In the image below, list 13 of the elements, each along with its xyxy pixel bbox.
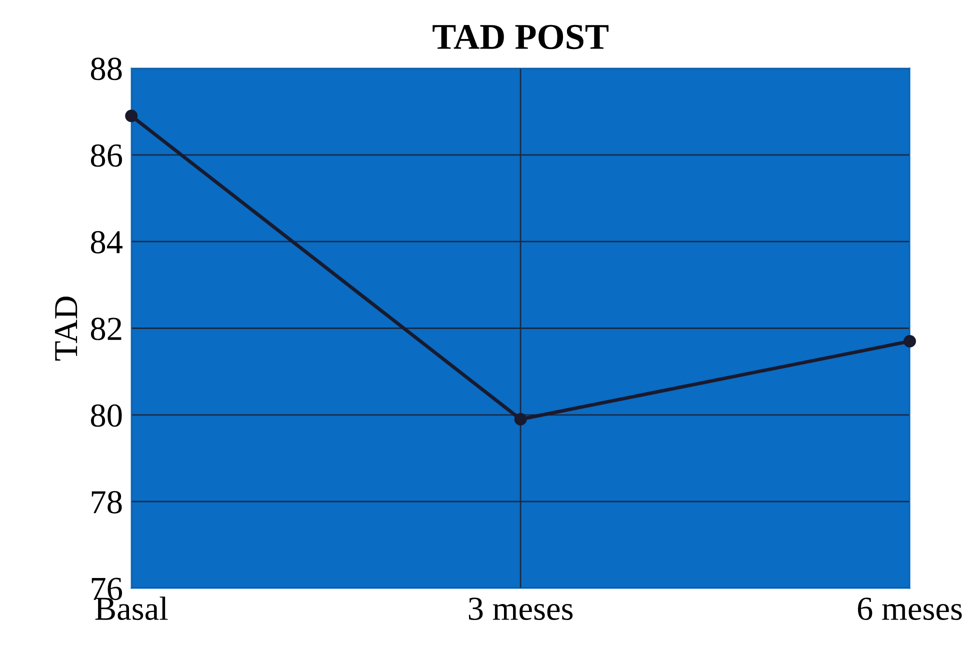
x-tick-label: 6 meses [858, 598, 962, 620]
y-tick-label: 88 [90, 58, 122, 80]
point [514, 413, 527, 426]
point [904, 335, 916, 348]
chart-title: TAD POST [432, 24, 608, 50]
point [125, 110, 138, 122]
y-tick-label: 82 [90, 318, 122, 340]
y-tick-label: 86 [90, 144, 122, 167]
y-tick-label: 80 [90, 404, 122, 427]
y-tick-label: 78 [92, 490, 122, 514]
x-tick-label: 3 meses [468, 598, 573, 620]
y-axis-title: TAD [55, 296, 78, 361]
y-tick-label: 84 [90, 230, 122, 254]
